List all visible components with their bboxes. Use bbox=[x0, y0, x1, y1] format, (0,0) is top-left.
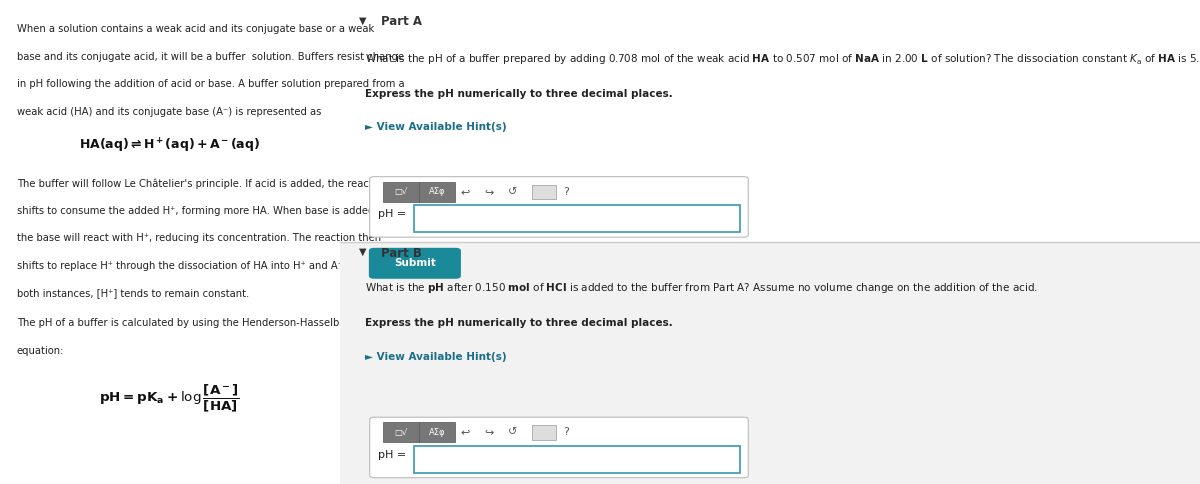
Text: What is the pH of a buffer prepared by adding 0.708 mol of the weak acid $\mathb: What is the pH of a buffer prepared by a… bbox=[366, 51, 1200, 67]
Text: ?: ? bbox=[563, 427, 569, 437]
Text: ↺: ↺ bbox=[509, 427, 517, 437]
Text: shifts to replace H⁺ through the dissociation of HA into H⁺ and A⁻. In: shifts to replace H⁺ through the dissoci… bbox=[17, 261, 359, 271]
Text: Part B: Part B bbox=[380, 247, 421, 260]
Text: The buffer will follow Le Châtelier's principle. If acid is added, the reaction: The buffer will follow Le Châtelier's pr… bbox=[17, 178, 388, 189]
Text: pH =: pH = bbox=[378, 450, 407, 460]
Text: the base will react with H⁺, reducing its concentration. The reaction then: the base will react with H⁺, reducing it… bbox=[17, 233, 382, 243]
Text: Express the pH numerically to three decimal places.: Express the pH numerically to three deci… bbox=[366, 89, 673, 99]
Text: What is the $\mathbf{pH}$ after 0.150 $\mathbf{mol}$ of $\mathbf{HCl}$ is added : What is the $\mathbf{pH}$ after 0.150 $\… bbox=[366, 281, 1038, 295]
FancyBboxPatch shape bbox=[533, 425, 557, 440]
FancyBboxPatch shape bbox=[383, 422, 419, 442]
Text: $\mathbf{HA(aq) \rightleftharpoons H^+(aq) + A^-(aq)}$: $\mathbf{HA(aq) \rightleftharpoons H^+(a… bbox=[79, 137, 260, 155]
FancyBboxPatch shape bbox=[419, 182, 455, 202]
Text: base and its conjugate acid, it will be a buffer  solution. Buffers resist chang: base and its conjugate acid, it will be … bbox=[17, 52, 404, 62]
Text: equation:: equation: bbox=[17, 346, 65, 356]
Text: ΑΣφ: ΑΣφ bbox=[428, 187, 445, 196]
Text: Express the pH numerically to three decimal places.: Express the pH numerically to three deci… bbox=[366, 318, 673, 329]
Text: ↩: ↩ bbox=[460, 427, 469, 437]
Text: ► View Available Hint(s): ► View Available Hint(s) bbox=[366, 122, 508, 133]
Text: ► View Available Hint(s): ► View Available Hint(s) bbox=[366, 352, 508, 363]
Text: Submit: Submit bbox=[394, 258, 436, 268]
Text: ↪: ↪ bbox=[484, 427, 493, 437]
Text: weak acid (HA) and its conjugate base (A⁻) is represented as: weak acid (HA) and its conjugate base (A… bbox=[17, 107, 322, 117]
Text: Part A: Part A bbox=[380, 15, 422, 29]
Text: ↺: ↺ bbox=[509, 187, 517, 197]
FancyBboxPatch shape bbox=[414, 205, 739, 232]
Text: ↩: ↩ bbox=[460, 187, 469, 197]
Text: in pH following the addition of acid or base. A buffer solution prepared from a: in pH following the addition of acid or … bbox=[17, 79, 404, 90]
FancyBboxPatch shape bbox=[419, 422, 455, 442]
Text: ▼: ▼ bbox=[359, 247, 366, 257]
Text: ↪: ↪ bbox=[484, 187, 493, 197]
Text: When a solution contains a weak acid and its conjugate base or a weak: When a solution contains a weak acid and… bbox=[17, 24, 374, 34]
Text: ΑΣφ: ΑΣφ bbox=[428, 428, 445, 437]
FancyBboxPatch shape bbox=[370, 177, 749, 237]
FancyBboxPatch shape bbox=[414, 446, 739, 473]
FancyBboxPatch shape bbox=[368, 248, 461, 279]
Text: □√: □√ bbox=[394, 428, 407, 437]
Text: shifts to consume the added H⁺, forming more HA. When base is added,: shifts to consume the added H⁺, forming … bbox=[17, 206, 378, 216]
FancyBboxPatch shape bbox=[383, 182, 419, 202]
Text: The pH of a buffer is calculated by using the Henderson-Hasselbalch: The pH of a buffer is calculated by usin… bbox=[17, 318, 360, 329]
Text: $\mathbf{pH = pK_a + \log\dfrac{[A^-]}{[HA]}}$: $\mathbf{pH = pK_a + \log\dfrac{[A^-]}{[… bbox=[100, 382, 240, 414]
Text: ▼: ▼ bbox=[359, 15, 366, 26]
Text: □√: □√ bbox=[394, 187, 407, 196]
Text: pH =: pH = bbox=[378, 209, 407, 219]
FancyBboxPatch shape bbox=[340, 242, 1200, 484]
Text: both instances, [H⁺] tends to remain constant.: both instances, [H⁺] tends to remain con… bbox=[17, 288, 250, 299]
Text: ?: ? bbox=[563, 187, 569, 197]
FancyBboxPatch shape bbox=[533, 185, 557, 199]
FancyBboxPatch shape bbox=[370, 417, 749, 478]
